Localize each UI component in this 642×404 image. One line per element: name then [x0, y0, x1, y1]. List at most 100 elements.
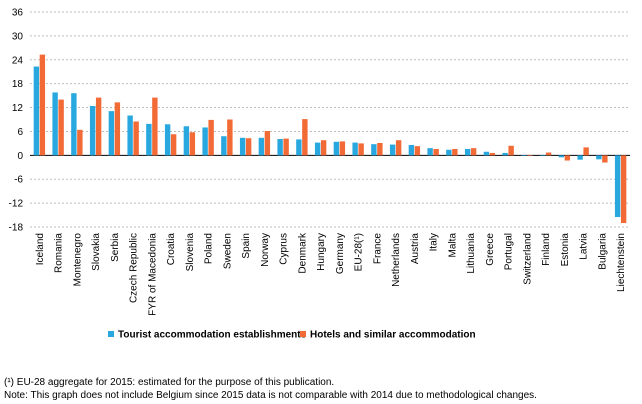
bar-tourist [108, 111, 115, 156]
bar-tourist [408, 144, 415, 156]
footnote-eu28: (¹) EU-28 aggregate for 2015: estimated … [4, 377, 335, 388]
bar-hotels [302, 119, 308, 156]
x-tick-label: Italy [429, 233, 440, 251]
bar-hotels [208, 119, 214, 156]
x-tick-label: FYR of Macedonia [147, 233, 158, 316]
x-tick-label: Serbia [110, 233, 121, 262]
bar-tourist [296, 139, 302, 156]
x-tick-label: Czech Republic [129, 233, 140, 303]
y-tick-label: 36 [12, 8, 24, 19]
bar-hotels [189, 132, 196, 156]
x-tick-label: Denmark [297, 232, 308, 274]
bar-tourist [446, 149, 452, 156]
bar-hotels [283, 138, 289, 156]
bar-tourist [371, 144, 377, 156]
x-tick-label: Liechtenstein [616, 233, 627, 292]
legend-swatch [108, 331, 114, 337]
bar-hotels [320, 140, 327, 156]
x-tick-label: Portugal [504, 233, 515, 270]
bar-tourist [239, 137, 246, 156]
x-tick-label: Bulgaria [597, 233, 608, 270]
bar-tourist [502, 152, 508, 156]
bar-tourist [146, 123, 152, 156]
bar-hotels [395, 140, 402, 156]
bar-hotels [170, 134, 177, 156]
x-tick-label: Netherlands [391, 233, 402, 287]
x-tick-label: Croatia [166, 233, 177, 266]
y-tick-label: 18 [12, 79, 24, 90]
bar-tourist [614, 155, 621, 218]
x-tick-label: Romania [54, 233, 65, 273]
bar-tourist [314, 142, 321, 156]
bar-tourist [33, 66, 40, 156]
bar-tourist [427, 148, 433, 156]
bar-hotels [377, 142, 383, 156]
x-tick-label: Finland [541, 233, 552, 266]
bar-tourist [577, 155, 583, 160]
bar-hotels [564, 155, 571, 161]
bar-hotels [508, 145, 514, 156]
bar-hotels [152, 97, 158, 156]
x-tick-label: Norway [260, 233, 271, 267]
y-tick-label: -18 [9, 223, 24, 234]
x-tick-label: Germany [335, 233, 346, 274]
y-tick-label: 6 [17, 127, 23, 138]
legend: Tourist accommodation establishments Hote… [108, 330, 476, 341]
x-tick-label: Slovakia [91, 233, 102, 271]
bar-hotels [414, 146, 421, 156]
bar-tourist [221, 136, 227, 156]
bar-hotels [545, 152, 552, 156]
bar-tourist [539, 155, 546, 156]
bar-hotels [264, 131, 271, 156]
bar-hotels [470, 148, 477, 156]
bar-hotels [583, 147, 589, 156]
x-tick-label: Poland [204, 233, 215, 264]
bars [33, 54, 627, 224]
bar-tourist [464, 148, 471, 156]
footnote-note: Note: This graph does not include Belgiu… [4, 389, 537, 401]
y-tick-label: -12 [9, 199, 24, 210]
x-tick-label: France [372, 233, 383, 265]
bar-hotels [452, 148, 458, 156]
x-tick-label: Lithuania [466, 233, 477, 274]
x-tick-label: Latvia [579, 233, 590, 260]
bar-hotels [602, 155, 608, 163]
y-tick-label: 30 [12, 31, 24, 42]
footnotes: (¹) EU-28 aggregate for 2015: estimated … [4, 377, 537, 402]
x-tick-label: Austria [410, 233, 421, 265]
bar-hotels [114, 102, 121, 156]
bar-tourist [89, 105, 96, 156]
bar-tourist [258, 137, 265, 156]
x-tick-label: Montenegro [72, 233, 83, 287]
x-tick-label: Iceland [35, 233, 46, 265]
bar-hotels [227, 119, 233, 156]
bar-hotels [245, 138, 252, 156]
bar-tourist [389, 144, 396, 156]
legend-label: Hotels and similar accommodation [310, 330, 476, 341]
x-tick-label: Spain [241, 233, 252, 259]
bar-tourist [71, 93, 77, 156]
bar-tourist [596, 155, 602, 160]
bar-hotels [433, 148, 439, 156]
x-tick-label: Malta [447, 233, 458, 258]
bar-hotels [489, 152, 496, 156]
x-tick-label: EU-28(¹) [354, 233, 365, 271]
bar-tourist [164, 124, 171, 156]
x-tick-label: Estonia [560, 233, 571, 267]
legend-label: Tourist accommodation establishments [118, 330, 307, 341]
bar-hotels [620, 155, 627, 224]
bar-tourist [183, 126, 190, 156]
bar-tourist [333, 141, 340, 156]
y-tick-label: 0 [17, 151, 23, 162]
bar-tourist [558, 155, 565, 158]
bar-hotels [95, 97, 102, 156]
x-tick-label: Cyprus [279, 233, 290, 265]
x-tick-label: Sweden [222, 233, 233, 269]
bar-tourist [521, 155, 527, 156]
y-tick-label: -6 [14, 175, 23, 186]
y-axis: -18 -12 -6 0 6 12 18 24 30 36 [9, 8, 24, 234]
bar-tourist [52, 92, 58, 156]
bar-tourist [352, 142, 358, 156]
bar-hotels [133, 121, 139, 156]
